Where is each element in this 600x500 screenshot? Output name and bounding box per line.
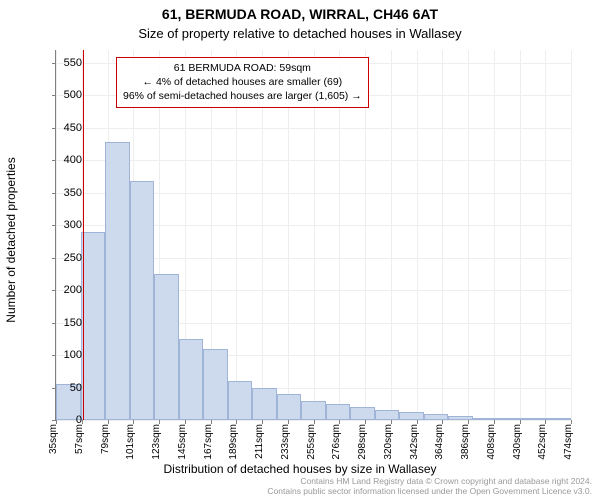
xtick-label: 386sqm xyxy=(460,424,471,460)
xtick-label: 452sqm xyxy=(537,424,548,460)
ytick-label: 500 xyxy=(64,89,82,101)
histogram-bar xyxy=(522,418,547,420)
histogram-bar xyxy=(424,414,449,420)
ytick-label: 450 xyxy=(64,122,82,134)
histogram-bar xyxy=(399,412,424,420)
ytick-label: 100 xyxy=(64,349,82,361)
reference-line xyxy=(83,50,84,420)
xtick-label: 57sqm xyxy=(74,424,85,454)
ytick-label: 0 xyxy=(76,414,82,426)
histogram-bar xyxy=(546,418,571,420)
footer-line2: Contains public sector information licen… xyxy=(267,486,592,496)
histogram-bar xyxy=(448,416,473,420)
title-sub: Size of property relative to detached ho… xyxy=(0,26,600,41)
ytick-label: 250 xyxy=(64,252,82,264)
title-main: 61, BERMUDA ROAD, WIRRAL, CH46 6AT xyxy=(0,6,600,22)
gridline-v xyxy=(520,50,521,420)
info-line1: 61 BERMUDA ROAD: 59sqm xyxy=(123,61,362,75)
chart-container: 61, BERMUDA ROAD, WIRRAL, CH46 6AT Size … xyxy=(0,0,600,500)
xtick-label: 276sqm xyxy=(331,424,342,460)
xtick-label: 408sqm xyxy=(486,424,497,460)
xtick-label: 342sqm xyxy=(409,424,420,460)
xtick-label: 101sqm xyxy=(125,424,136,460)
xtick-label: 430sqm xyxy=(512,424,523,460)
gridline-v xyxy=(494,50,495,420)
info-line2: ← 4% of detached houses are smaller (69) xyxy=(123,75,362,89)
histogram-bar xyxy=(497,418,522,420)
gridline-v xyxy=(417,50,418,420)
ytick-label: 300 xyxy=(64,219,82,231)
histogram-bar xyxy=(277,394,302,420)
histogram-bar xyxy=(130,181,155,420)
xtick-label: 211sqm xyxy=(254,424,265,459)
histogram-bar xyxy=(326,404,351,420)
x-axis-label: Distribution of detached houses by size … xyxy=(0,462,600,476)
histogram-bar xyxy=(228,381,253,420)
xtick-label: 189sqm xyxy=(228,424,239,460)
y-axis-label: Number of detached properties xyxy=(4,157,18,322)
histogram-bar xyxy=(252,388,277,420)
xtick-label: 233sqm xyxy=(280,424,291,460)
xtick-label: 320sqm xyxy=(383,424,394,460)
gridline-v xyxy=(571,50,572,420)
xtick-label: 255sqm xyxy=(306,424,317,460)
plot-area: 35sqm57sqm79sqm101sqm123sqm145sqm167sqm1… xyxy=(55,50,571,421)
histogram-bar xyxy=(203,349,228,420)
xtick-label: 145sqm xyxy=(177,424,188,460)
histogram-bar xyxy=(350,407,375,420)
ytick-label: 150 xyxy=(64,317,82,329)
histogram-bar xyxy=(375,410,400,420)
gridline-v xyxy=(545,50,546,420)
xtick-label: 298sqm xyxy=(357,424,368,460)
footer-attribution: Contains HM Land Registry data © Crown c… xyxy=(267,477,592,497)
gridline-v xyxy=(56,50,57,420)
footer-line1: Contains HM Land Registry data © Crown c… xyxy=(300,476,592,486)
xtick-label: 35sqm xyxy=(48,424,59,454)
ytick-label: 400 xyxy=(64,154,82,166)
gridline-v xyxy=(468,50,469,420)
histogram-bar xyxy=(301,401,326,420)
ytick-label: 200 xyxy=(64,284,82,296)
histogram-bar xyxy=(154,274,179,420)
histogram-bar xyxy=(179,339,204,420)
xtick-label: 474sqm xyxy=(563,424,574,460)
xtick-label: 167sqm xyxy=(203,424,214,460)
info-box: 61 BERMUDA ROAD: 59sqm← 4% of detached h… xyxy=(116,57,369,108)
gridline-v xyxy=(391,50,392,420)
histogram-bar xyxy=(105,142,130,420)
histogram-bar xyxy=(473,418,498,420)
ytick-label: 550 xyxy=(64,57,82,69)
gridline-v xyxy=(442,50,443,420)
info-line3: 96% of semi-detached houses are larger (… xyxy=(123,89,362,103)
ytick-label: 50 xyxy=(70,382,82,394)
xtick-label: 364sqm xyxy=(434,424,445,460)
xtick-label: 79sqm xyxy=(100,424,111,454)
ytick-label: 350 xyxy=(64,187,82,199)
xtick-label: 123sqm xyxy=(151,424,162,460)
